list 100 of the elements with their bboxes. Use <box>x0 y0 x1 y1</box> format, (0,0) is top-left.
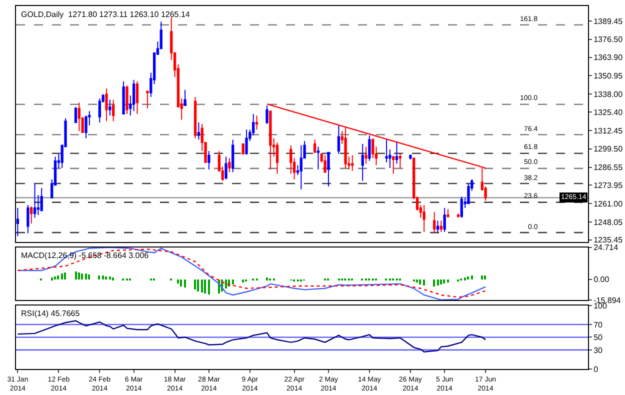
y-tick-label: 1312.45 <box>594 126 624 136</box>
bar <box>208 279 210 294</box>
candlestick <box>194 96 197 139</box>
bar <box>57 275 59 280</box>
candlestick <box>228 158 231 173</box>
candlestick <box>197 122 200 140</box>
candlestick <box>98 98 101 124</box>
bar <box>423 279 425 286</box>
bar <box>433 279 435 286</box>
bar <box>471 275 473 280</box>
candlestick <box>112 99 115 122</box>
candlestick <box>440 220 442 232</box>
candlestick <box>30 206 33 224</box>
candlestick <box>327 152 330 188</box>
bar <box>105 276 107 280</box>
bar <box>201 279 203 292</box>
candlestick <box>443 207 446 232</box>
bar <box>484 275 486 280</box>
bar <box>447 279 449 282</box>
bar <box>177 279 179 284</box>
candlestick <box>16 207 20 237</box>
bar <box>51 277 53 280</box>
bar <box>180 279 182 286</box>
candlestick <box>146 90 149 109</box>
candlestick <box>300 144 302 190</box>
candlestick <box>392 156 395 174</box>
bar <box>225 279 227 288</box>
y-tick-label: 1273.95 <box>594 180 624 190</box>
line-series <box>17 320 486 352</box>
bar <box>184 279 186 288</box>
y-tick-label: 1235.45 <box>594 236 624 245</box>
bar <box>85 273 87 280</box>
bar <box>437 279 439 286</box>
y-tick-label: 1299.50 <box>594 144 624 154</box>
y-tick-label: 1376.50 <box>594 35 624 44</box>
candlestick <box>422 204 426 232</box>
bar <box>64 272 66 280</box>
y-tick-label: 24.714 <box>594 243 619 252</box>
candlestick <box>224 156 228 180</box>
candlestick <box>269 110 272 170</box>
bar <box>467 276 469 280</box>
y-tick-label: 1286.55 <box>594 163 624 172</box>
candlestick <box>368 134 371 162</box>
candlestick <box>242 143 244 154</box>
candlestick <box>364 146 368 164</box>
candlestick <box>409 154 412 160</box>
bar <box>204 279 206 294</box>
bar <box>440 279 442 284</box>
bar <box>194 279 196 290</box>
candlestick <box>105 88 108 122</box>
bar <box>109 276 111 280</box>
bar <box>98 275 100 280</box>
candlestick <box>324 154 326 173</box>
candlestick <box>351 154 354 172</box>
candlestick <box>108 99 112 116</box>
candlestick <box>276 142 279 174</box>
text: RSI(14) 45.7665 <box>21 309 80 318</box>
bar <box>197 279 199 292</box>
y-tick-label: 0.00 <box>594 275 610 284</box>
bar <box>112 277 114 280</box>
bar <box>443 279 445 284</box>
candlestick <box>316 146 320 170</box>
y-tick-label: 1389.45 <box>594 16 624 26</box>
candlestick <box>398 153 402 169</box>
text: GOLD,Daily 1271.80 1273.11 1263.10 1265.14 <box>21 10 190 19</box>
y-tick-label: 70 <box>594 320 604 330</box>
candlestick <box>74 106 78 124</box>
candlestick <box>255 114 258 130</box>
candlestick <box>33 183 36 218</box>
bar <box>481 275 483 280</box>
candlestick <box>460 196 463 218</box>
y-tick-label: 1350.95 <box>594 72 624 81</box>
bar <box>78 272 80 280</box>
candlestick <box>126 85 128 115</box>
bar <box>242 279 244 282</box>
candlestick <box>337 124 340 154</box>
y-tick-label: 1248.05 <box>594 218 624 227</box>
candlestick <box>78 102 81 132</box>
candlestick <box>84 114 88 139</box>
bar <box>61 273 63 280</box>
candlestick <box>132 79 136 112</box>
candlestick <box>184 89 186 106</box>
candlestick <box>26 204 30 234</box>
candlestick <box>436 220 440 234</box>
candlestick <box>456 213 460 218</box>
y-tick-label: 1325.40 <box>594 108 624 117</box>
candlestick <box>395 142 398 164</box>
y-tick-label: 0 <box>594 364 599 374</box>
bar <box>54 276 56 280</box>
candlestick <box>361 143 364 182</box>
bar <box>464 277 466 280</box>
candlestick <box>432 212 436 234</box>
y-tick-label: 1261.00 <box>594 199 624 208</box>
bar <box>232 279 234 284</box>
candlestick <box>232 139 234 173</box>
bar <box>419 279 421 284</box>
candlestick <box>136 80 139 115</box>
bar <box>416 279 418 282</box>
candlestick <box>467 183 470 204</box>
candlestick <box>446 208 450 218</box>
